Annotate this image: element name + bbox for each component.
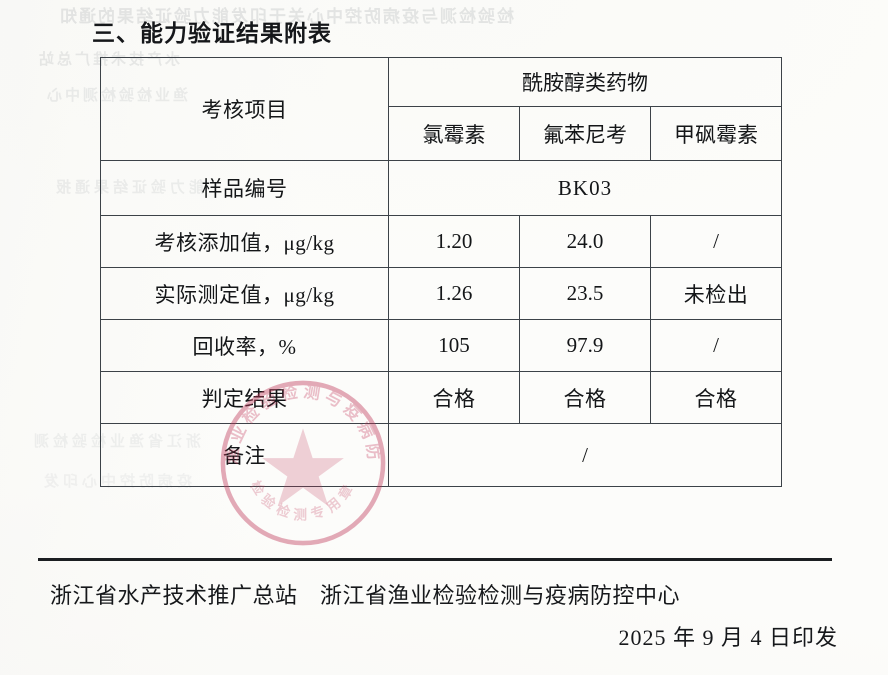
cell-spiked-florfenicol: 24.0 — [519, 215, 651, 268]
cell-recovery-thiamphenicol: / — [649, 319, 783, 372]
row-label-judgement: 判定结果 — [100, 371, 389, 424]
header-drug-0: 氯霉素 — [388, 106, 520, 161]
row-label-spiked-value: 考核添加值，μg/kg — [100, 215, 389, 268]
row-label-remark: 备注 — [100, 423, 389, 487]
cell-judgement-chloramphenicol: 合格 — [388, 371, 520, 424]
table-row: 考核添加值，μg/kg 1.20 24.0 / — [100, 215, 783, 268]
cell-judgement-florfenicol: 合格 — [519, 371, 651, 424]
table-row: 样品编号 BK03 — [100, 160, 783, 216]
table-row: 回收率，% 105 97.9 / — [100, 319, 783, 372]
proficiency-result-table: 考核项目 酰胺醇类药物 氯霉素 氟苯尼考 甲砜霉素 样品编号 BK03 考核添加… — [100, 57, 783, 487]
section-heading: 三、能力验证结果附表 — [92, 21, 332, 47]
row-value-remark: / — [387, 423, 783, 487]
table-header-row-group: 考核项目 酰胺醇类药物 — [100, 57, 783, 161]
cell-judgement-thiamphenicol: 合格 — [649, 371, 783, 424]
cell-measured-florfenicol: 23.5 — [519, 267, 651, 320]
header-drug-1: 氟苯尼考 — [519, 106, 651, 161]
cell-spiked-thiamphenicol: / — [649, 215, 783, 268]
header-item-column: 考核项目 — [100, 57, 389, 161]
table-row: 备注 / — [100, 423, 783, 487]
row-label-measured-value: 实际测定值，μg/kg — [100, 267, 389, 320]
cell-spiked-chloramphenicol: 1.20 — [388, 215, 520, 268]
cell-recovery-chloramphenicol: 105 — [388, 319, 520, 372]
footer-divider-rule — [38, 558, 832, 561]
row-value-sample-id: BK03 — [387, 160, 783, 216]
header-drug-2: 甲砜霉素 — [649, 106, 783, 161]
table-row: 实际测定值，μg/kg 1.26 23.5 未检出 — [100, 267, 783, 320]
row-label-recovery-rate: 回收率，% — [100, 319, 389, 372]
footer-organizations: 浙江省水产技术推广总站 浙江省渔业检验检测与疫病防控中心 — [50, 583, 681, 608]
cell-recovery-florfenicol: 97.9 — [519, 319, 651, 372]
row-label-sample-id: 样品编号 — [100, 160, 389, 216]
cell-measured-chloramphenicol: 1.26 — [388, 267, 520, 320]
footer-issue-date: 2025 年 9 月 4 日印发 — [618, 625, 838, 650]
header-drug-group: 酰胺醇类药物 — [387, 57, 783, 107]
table-row: 判定结果 合格 合格 合格 — [100, 371, 783, 424]
cell-measured-thiamphenicol: 未检出 — [649, 267, 783, 320]
